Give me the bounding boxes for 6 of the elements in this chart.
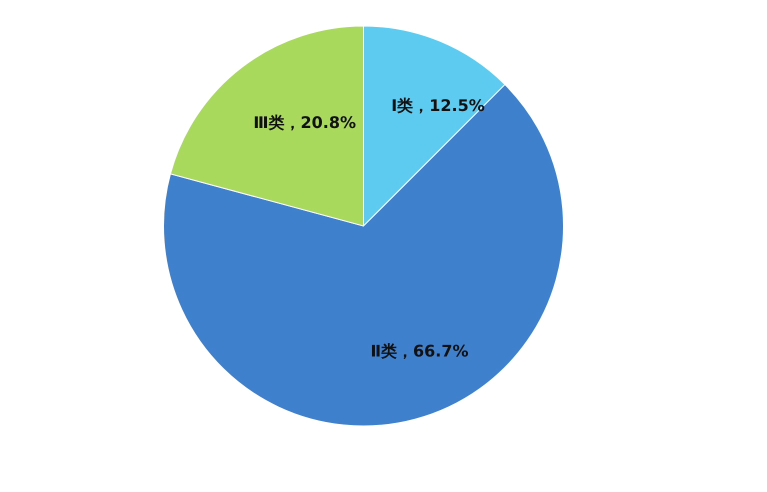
data-label: ，20.8% [284,112,356,132]
slice-label: Ⅱ类 [370,342,398,361]
data-label: ，66.7% [397,342,469,361]
data-label: ，12.5% [413,96,485,115]
slice-label: Ⅰ类 [391,96,414,115]
slice-label: Ⅲ类 [253,112,284,132]
